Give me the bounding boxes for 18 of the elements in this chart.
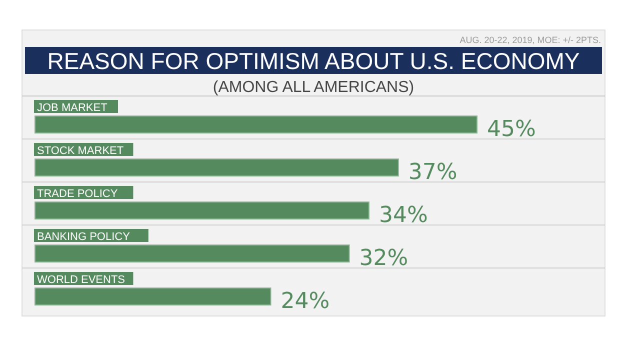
data-label: 37%	[408, 160, 458, 185]
data-label: 34%	[378, 203, 428, 228]
data-label: 45%	[487, 117, 536, 142]
chart-subtitle: (AMONG ALL AMERICANS)	[212, 79, 414, 96]
chart-title: REASON FOR OPTIMISM ABOUT U.S. ECONOMY	[47, 48, 580, 74]
bar	[34, 158, 399, 176]
bar	[34, 202, 370, 220]
data-label: 32%	[359, 246, 408, 271]
y-tick-label: WORLD EVENTS	[37, 274, 126, 286]
y-tick-label: TRADE POLICY	[37, 188, 118, 200]
data-label: 24%	[280, 289, 330, 314]
bar	[34, 244, 350, 262]
text: AUG. 20-22, 2019, MOE: +/- 2PTS.	[460, 35, 601, 45]
y-tick-label: STOCK MARKET	[37, 145, 124, 157]
bar	[34, 288, 272, 306]
bar	[34, 116, 478, 134]
y-tick-label: JOB MARKET	[37, 102, 108, 114]
y-tick-label: BANKING POLICY	[37, 231, 131, 243]
